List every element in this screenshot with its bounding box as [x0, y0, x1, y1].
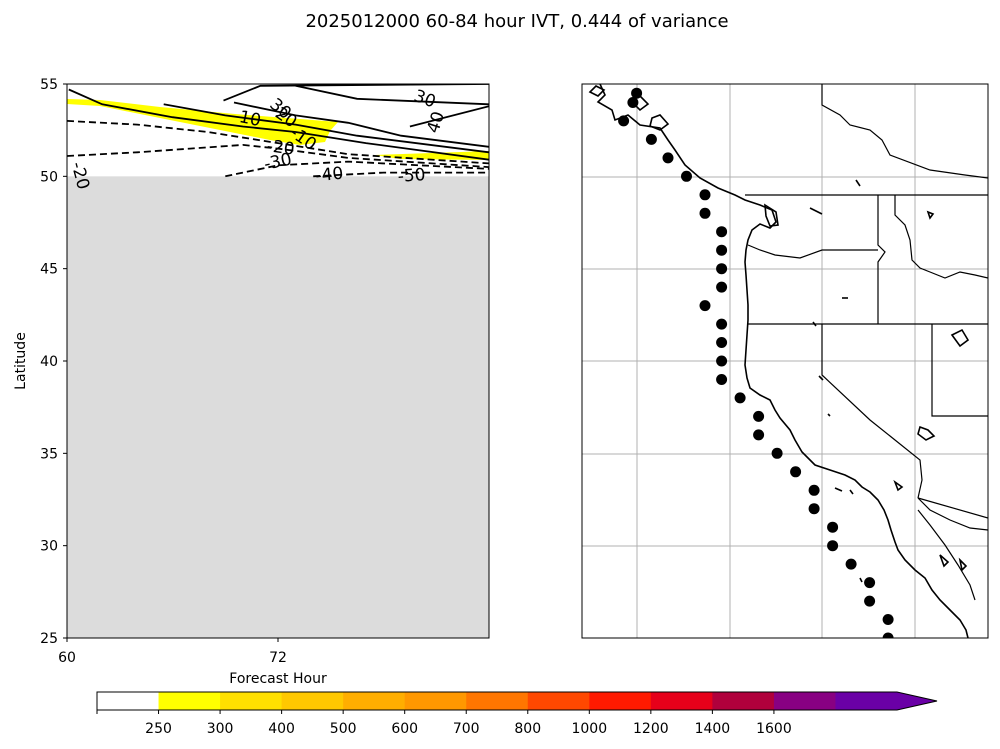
contour-label: 10 [237, 107, 262, 131]
colorbar-segment [712, 692, 775, 710]
colorbar-segment [650, 692, 713, 710]
contour-line [67, 143, 489, 168]
figure-title: 2025012000 60-84 hour IVT, 0.444 of vari… [305, 11, 728, 32]
colorbar-segment [404, 692, 467, 710]
map-point [882, 632, 894, 638]
contour-line [225, 160, 489, 178]
map-point [827, 521, 839, 533]
map-point [716, 374, 728, 385]
colorbar-tick-label: 1200 [633, 721, 669, 737]
map-point [808, 503, 820, 515]
contour-line [223, 84, 489, 102]
map-point [716, 244, 728, 256]
y-tick-label: 35 [40, 446, 58, 462]
right-map-panel [581, 83, 989, 639]
colorbar-tick-label: 800 [514, 721, 541, 737]
contour-line [163, 103, 489, 154]
colorbar-tick-label: 700 [453, 721, 480, 737]
masked-region [67, 176, 489, 639]
map-point [645, 133, 657, 145]
colorbar-segment [220, 692, 283, 710]
map-point [827, 540, 839, 552]
colorbar-segment [158, 692, 221, 710]
contour-lines [67, 84, 489, 178]
coastline [588, 84, 970, 638]
map-point [716, 318, 728, 330]
left-panel: 30 20 10 -10 -20 -30 -40 -50 30 40 -20 2… [13, 77, 490, 687]
map-point [864, 595, 876, 607]
map-point [662, 152, 674, 164]
map-point [699, 189, 711, 201]
x-tick-label: 60 [58, 650, 76, 666]
colorbar-tick-label: 250 [145, 721, 172, 737]
map-point [771, 447, 783, 459]
contour-line [409, 105, 489, 128]
colorbar-segment [466, 692, 529, 710]
contour-line [295, 84, 489, 106]
map-point [716, 337, 728, 348]
colorbar-extend-arrow [835, 692, 937, 710]
map-point [882, 614, 894, 625]
map-point [631, 87, 643, 99]
contour-label: -40 [315, 164, 345, 187]
map-point [734, 392, 746, 404]
colorbar-tick-label: 1400 [695, 721, 731, 737]
y-tick-label: 40 [40, 354, 58, 370]
map-point [716, 263, 728, 275]
colorbar-tick-label: 1000 [571, 721, 607, 737]
colorbar-tick-label: 400 [268, 721, 295, 737]
map-point [716, 226, 728, 238]
colorbar-segment [589, 692, 652, 710]
map-point [790, 466, 802, 478]
map-point [699, 300, 711, 312]
colorbar-outline [96, 691, 938, 711]
map-point [845, 558, 857, 570]
map-point [627, 97, 639, 108]
contour-line [313, 171, 489, 178]
x-tick-label: 72 [269, 650, 287, 666]
x-axis-label: Forecast Hour [229, 671, 327, 687]
map-points [618, 87, 894, 638]
colorbar-tick-label: 600 [391, 721, 418, 737]
colorbar-segment [343, 692, 406, 710]
map-point [699, 207, 711, 219]
colorbar: 250 300 400 500 600 700 800 1000 1200 1400 1600 [96, 691, 938, 737]
map-point [618, 115, 630, 127]
colorbar-tick-label: 500 [330, 721, 357, 737]
border-lines [745, 84, 988, 601]
contour-label: -20 [266, 136, 296, 160]
y-tick-label: 45 [40, 262, 58, 278]
map-point [716, 281, 728, 293]
y-tick-label: 55 [40, 77, 58, 93]
map-point [753, 410, 765, 422]
colorbar-segment [281, 692, 344, 710]
contour-line [68, 88, 489, 161]
y-tick-label: 30 [40, 539, 58, 555]
contour-label: -50 [397, 165, 426, 187]
contour-line [233, 101, 489, 148]
map-point [864, 577, 876, 589]
colorbar-segment [97, 692, 160, 710]
map-point [808, 484, 820, 496]
colorbar-tick-label: 1600 [756, 721, 792, 737]
y-tick-label: 25 [40, 631, 58, 647]
map-point [716, 355, 728, 367]
colorbar-segment [527, 692, 590, 710]
map-point [753, 429, 765, 441]
y-tick-label: 50 [40, 169, 58, 185]
y-axis-label: Latitude [13, 332, 29, 390]
left-axis-ticks: 25 30 35 40 45 50 55 60 72 [40, 77, 287, 666]
map-point [681, 170, 692, 182]
contour-line [67, 120, 489, 165]
yellow-shaded-region-east [375, 151, 489, 160]
map-frame [581, 83, 989, 639]
colorbar-tick-label: 300 [207, 721, 234, 737]
colorbar-segment [773, 692, 836, 710]
